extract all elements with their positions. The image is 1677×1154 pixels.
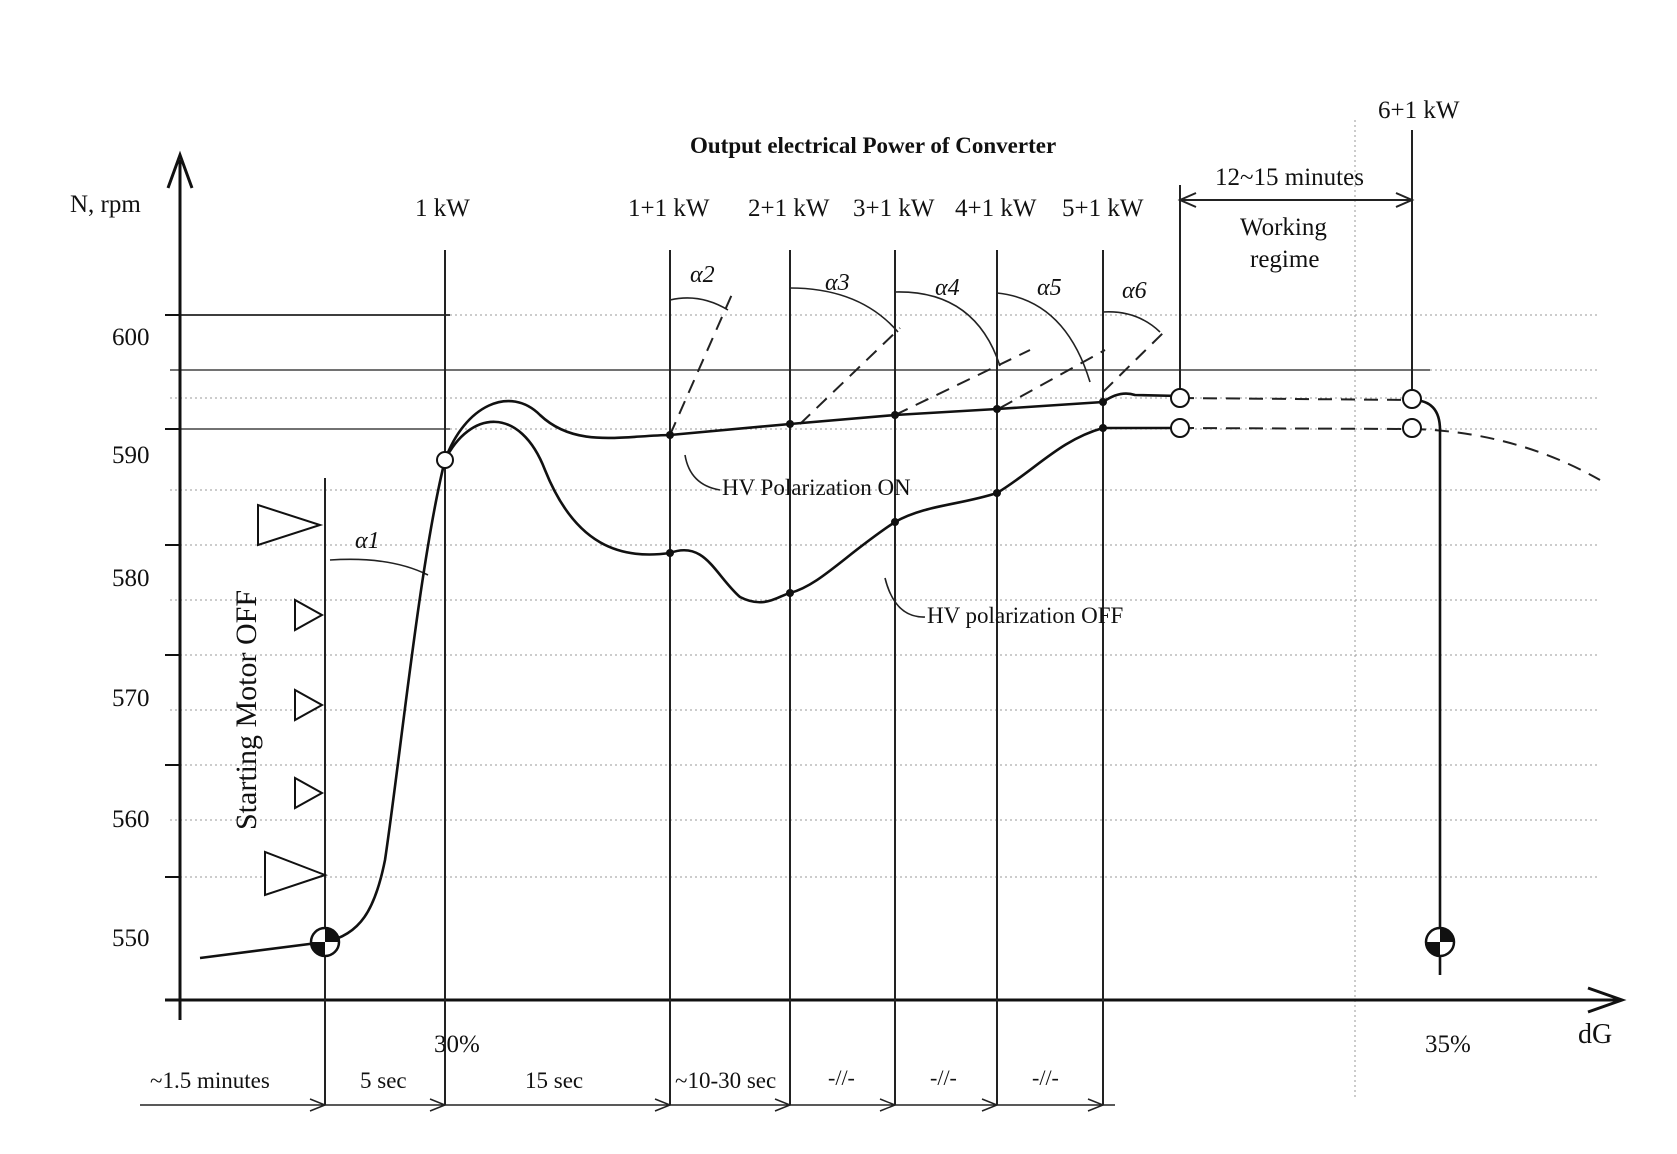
interval-label-3: 15 sec — [525, 1068, 583, 1093]
working-time-arrowhead-left — [1177, 192, 1197, 208]
starting-motor-triangles — [257, 503, 328, 897]
angle-label-2: α2 — [690, 262, 715, 288]
series-off-dashed-continuation — [1179, 427, 1413, 430]
interval-label-2: 5 sec — [360, 1068, 407, 1093]
series-on-dashed-continuation — [1179, 397, 1413, 401]
data-markers — [436, 388, 1422, 597]
angle-label-5: α5 — [1037, 275, 1062, 301]
tangent-lines — [669, 291, 1164, 436]
working-time-arrowhead-right — [1395, 192, 1415, 208]
working-regime-label-line1: Working — [1240, 214, 1327, 241]
y-tick-label-590: 590 — [112, 442, 150, 469]
angle-label-6: α6 — [1122, 278, 1147, 304]
series-drop-vertical — [1411, 398, 1442, 975]
series-startup-ramp — [199, 459, 447, 960]
end-target-marker — [1424, 926, 1456, 958]
series-falloff-dashed — [1411, 428, 1601, 481]
x-axis-label: dG — [1578, 1019, 1612, 1050]
step-lines — [324, 130, 1413, 1105]
interval-label-4: ~10-30 sec — [675, 1068, 776, 1093]
x-label-30pct: 30% — [434, 1031, 480, 1058]
angle-label-3: α3 — [825, 270, 850, 296]
series-polarization-on — [443, 392, 1181, 461]
power-label-4: 3+1 kW — [853, 195, 935, 222]
polarization-on-label: HV Polarization ON — [722, 475, 911, 500]
y-tick-label-550: 550 — [112, 925, 150, 952]
grid — [170, 120, 1600, 1100]
working-time-label: 12~15 minutes — [1215, 164, 1364, 191]
polarization-on-leader — [684, 454, 721, 491]
y-ticks — [165, 314, 180, 878]
power-label-7: 6+1 kW — [1378, 97, 1460, 124]
y-tick-label-580: 580 — [112, 565, 150, 592]
y-tick-label-560: 560 — [112, 806, 150, 833]
starting-motor-label: Starting Motor OFF — [230, 590, 263, 830]
axes — [165, 150, 1627, 1020]
series-polarization-off — [443, 420, 1180, 604]
interval-label-6: -//- — [930, 1065, 957, 1090]
working-regime-label-line2: regime — [1250, 246, 1319, 273]
interval-label-5: -//- — [828, 1065, 855, 1090]
power-label-1: 1 kW — [415, 195, 470, 222]
y-axis-label: N, rpm — [70, 191, 141, 218]
interval-label-1: ~1.5 minutes — [150, 1068, 270, 1093]
interval-label-7: -//- — [1032, 1065, 1059, 1090]
interval-arrows — [140, 1098, 1115, 1112]
polarization-off-label: HV polarization OFF — [927, 603, 1123, 628]
polarization-off-leader — [884, 577, 926, 618]
power-label-5: 4+1 kW — [955, 195, 1037, 222]
start-target-marker — [309, 926, 341, 958]
angle-label-4: α4 — [935, 275, 960, 301]
x-label-35pct: 35% — [1425, 1031, 1471, 1058]
y-tick-label-570: 570 — [112, 685, 150, 712]
power-label-3: 2+1 kW — [748, 195, 830, 222]
power-label-6: 5+1 kW — [1062, 195, 1144, 222]
angle-arcs — [329, 287, 1161, 576]
chart-title: Output electrical Power of Converter — [690, 133, 1056, 158]
angle-label-1: α1 — [355, 528, 380, 554]
power-label-2: 1+1 kW — [628, 195, 710, 222]
y-tick-label-600: 600 — [112, 324, 150, 351]
